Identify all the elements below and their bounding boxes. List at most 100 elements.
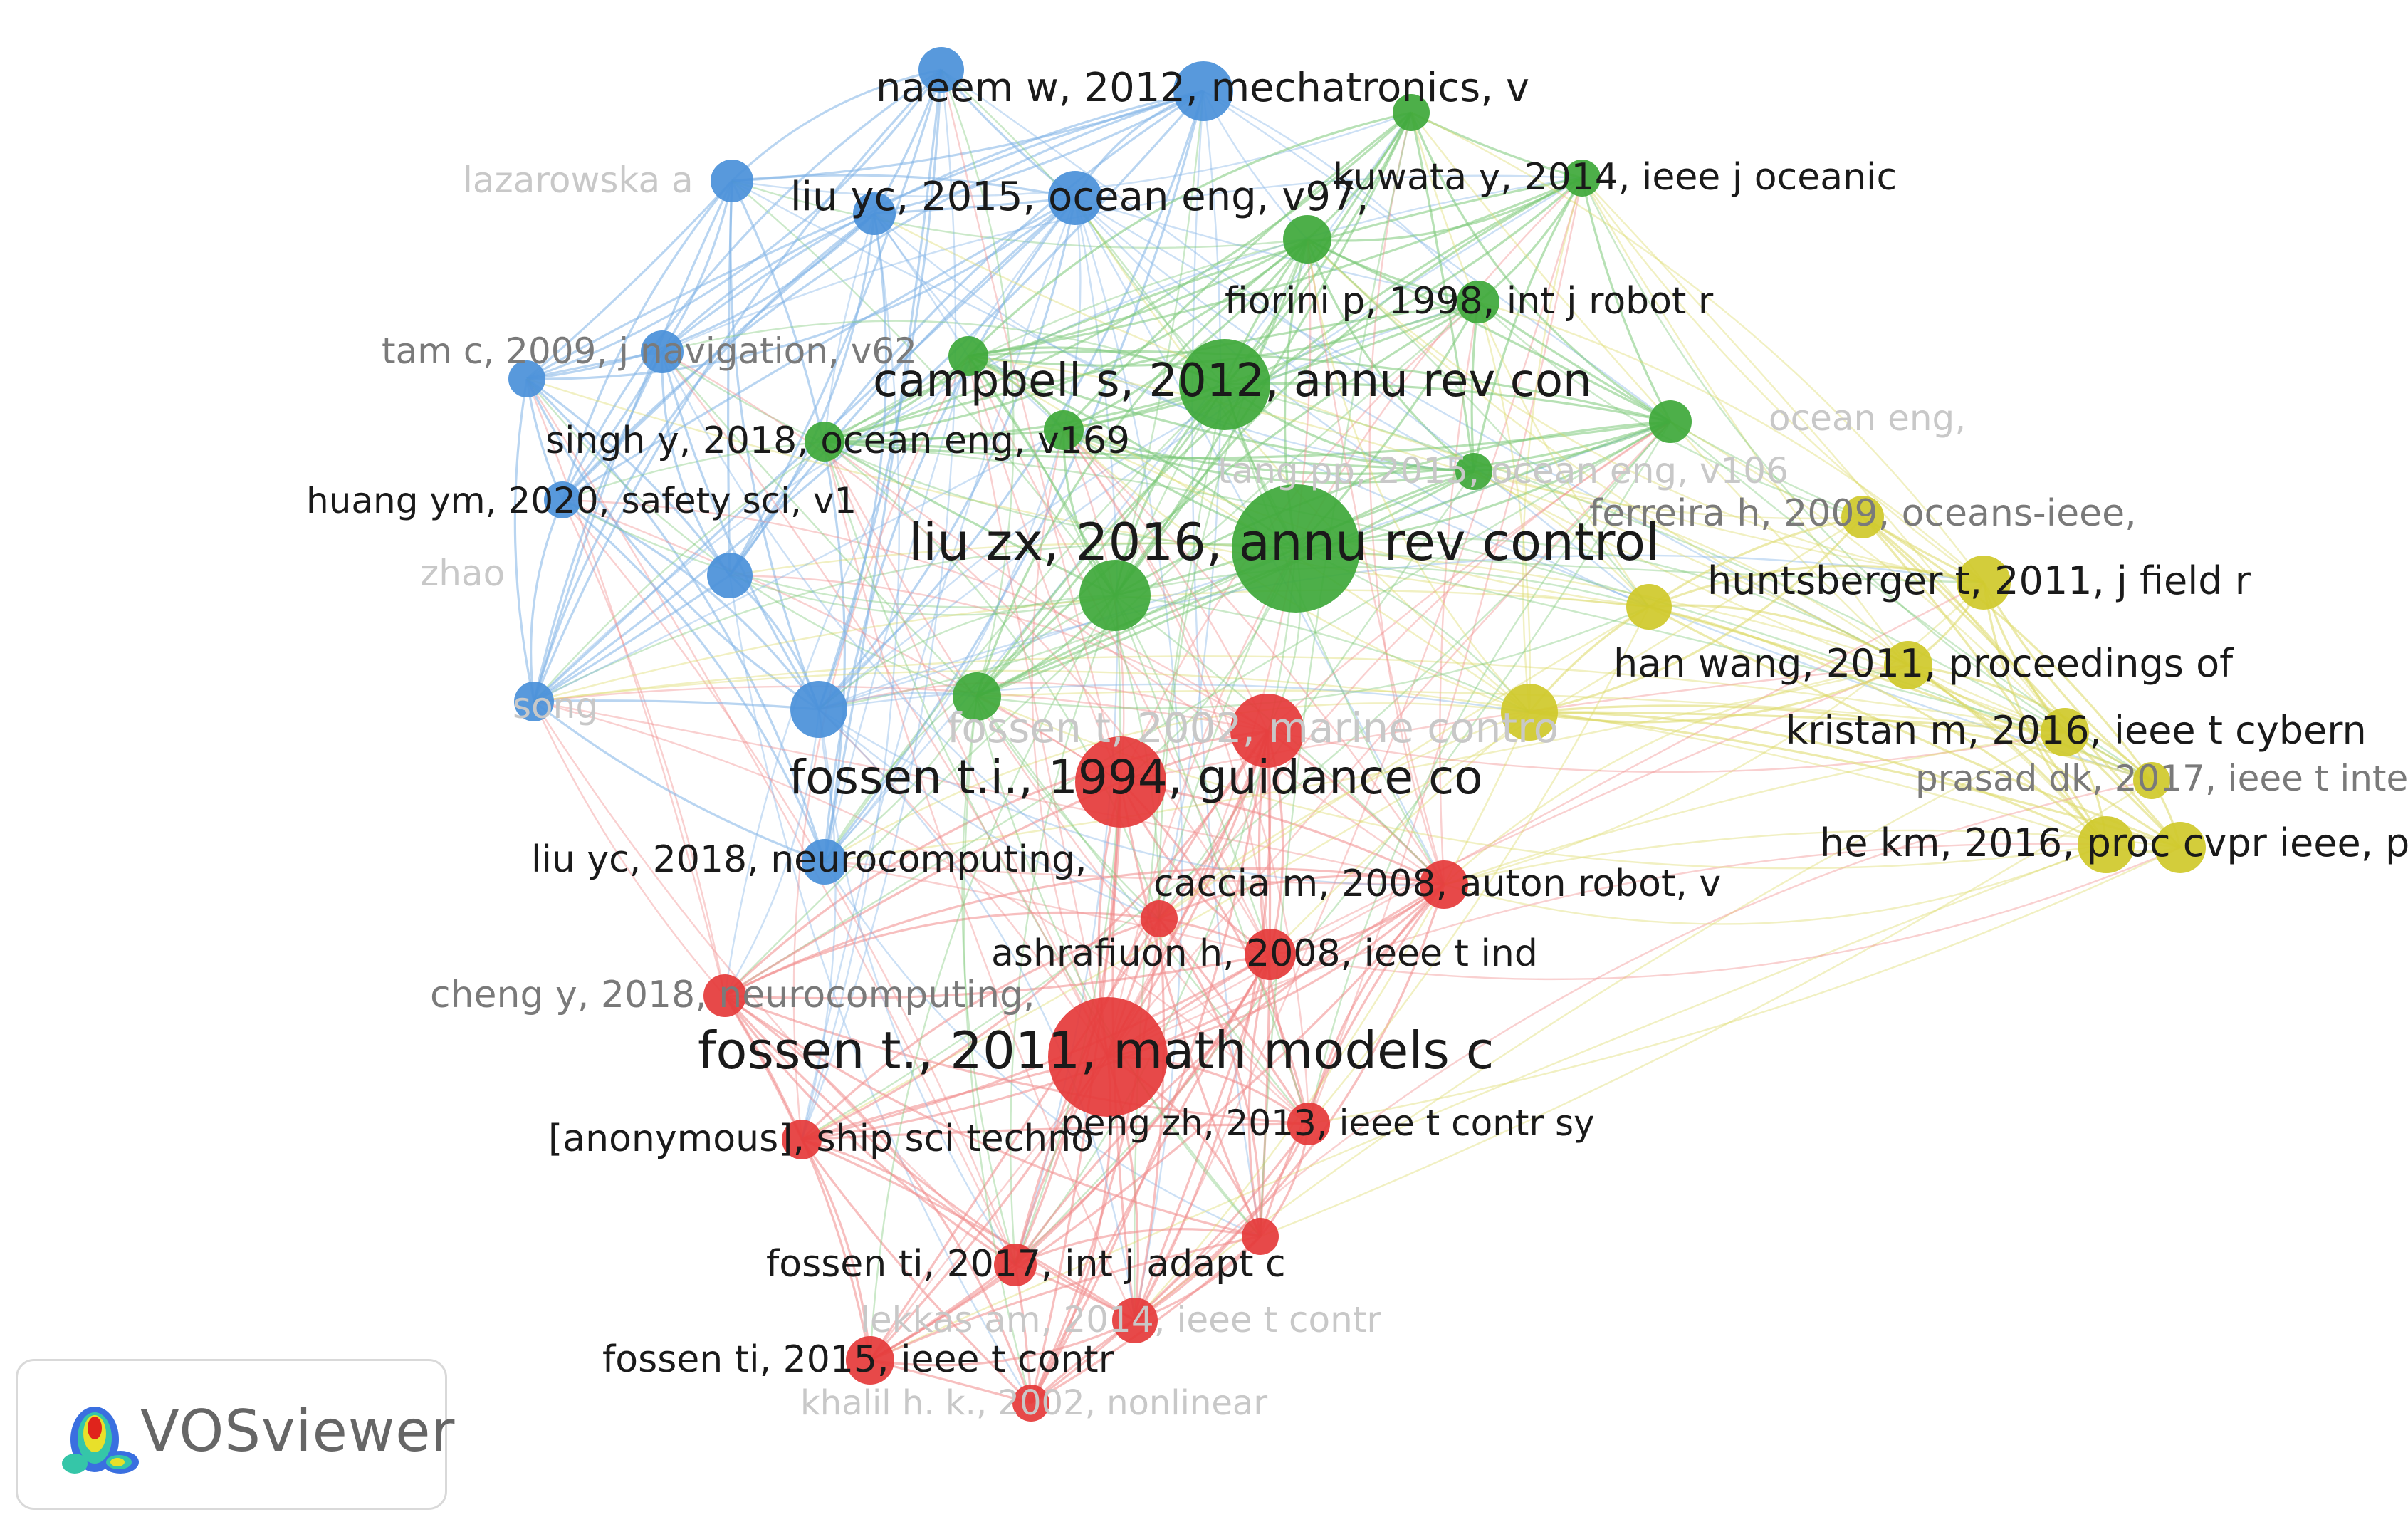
network-link: [967, 355, 1272, 955]
network-link: [1443, 843, 2107, 925]
node-fossen2002[interactable]: [1230, 694, 1304, 768]
network-link: [1063, 429, 1310, 1125]
network-link: [824, 301, 1479, 443]
network-link: [824, 238, 1309, 443]
network-link: [824, 441, 1161, 919]
network-link: [869, 1235, 1261, 1362]
network-link: [1581, 177, 1672, 422]
network-node[interactable]: [1626, 584, 1672, 630]
network-link: [800, 197, 1077, 1140]
node-pengzh[interactable]: [1287, 1103, 1330, 1145]
network-node[interactable]: [1393, 94, 1430, 131]
network-link: [976, 605, 1650, 709]
node-ashrafiuon[interactable]: [1245, 929, 1296, 980]
node-lazarowska[interactable]: [711, 160, 753, 202]
network-link: [1158, 917, 1310, 1125]
network-link: [661, 351, 820, 710]
node-song[interactable]: [514, 682, 554, 721]
network-link: [533, 700, 1309, 1125]
network-link: [800, 69, 957, 1140]
network-link: [963, 696, 1032, 1404]
network-node[interactable]: [641, 330, 684, 373]
network-link: [1295, 547, 1984, 584]
network-node[interactable]: [1079, 560, 1151, 631]
network-link: [724, 994, 1032, 1404]
node-fossen2015[interactable]: [846, 1336, 894, 1385]
network-link: [823, 197, 1077, 862]
network-link: [561, 499, 826, 862]
network-link: [562, 440, 825, 501]
node-chengy[interactable]: [703, 974, 746, 1017]
network-node[interactable]: [948, 336, 988, 376]
node-label-lazarowska: lazarowska a: [463, 160, 693, 201]
node-zhao[interactable]: [707, 553, 753, 598]
network-link: [1106, 420, 1671, 1058]
node-singhy[interactable]: [805, 422, 844, 462]
network-link: [1224, 383, 2066, 734]
network-node[interactable]: [2155, 822, 2206, 873]
node-label-caccia: caccia m, 2008, auton robot, v: [1153, 862, 1721, 905]
node-liuzx[interactable]: [1232, 484, 1360, 613]
network-link: [562, 499, 1121, 783]
network-link: [1410, 112, 1475, 472]
node-hanwang[interactable]: [1884, 641, 1932, 689]
network-link: [1074, 197, 1650, 608]
node-lekkas[interactable]: [1112, 1298, 1158, 1343]
node-liuyc2018[interactable]: [802, 839, 847, 885]
network-link: [801, 1138, 1017, 1266]
node-khalil[interactable]: [1012, 1385, 1049, 1422]
node-ferreira[interactable]: [1841, 496, 1884, 538]
node-label-khalil: khalil h. k., 2002, nonlinear: [800, 1383, 1267, 1423]
network-link: [1015, 1228, 1261, 1266]
node-campbell[interactable]: [1179, 339, 1270, 430]
node-tamc[interactable]: [508, 360, 545, 397]
network-node[interactable]: [853, 192, 896, 235]
network-link: [1114, 595, 1310, 1125]
network-link: [869, 918, 1161, 1361]
network-link: [1306, 239, 1445, 885]
network-link: [661, 351, 731, 576]
node-label-ferreira: ferreira h, 2009, oceans-ieee,: [1589, 492, 2137, 535]
network-node[interactable]: [1141, 900, 1178, 937]
network-link: [533, 238, 1308, 702]
node-kristan[interactable]: [2041, 708, 2089, 756]
node-hekm[interactable]: [2078, 816, 2135, 873]
network-link: [1158, 711, 1530, 919]
network-link: [1120, 781, 1445, 886]
node-fiorini[interactable]: [1457, 281, 1499, 323]
network-node[interactable]: [1242, 1218, 1279, 1255]
node-kuwata[interactable]: [1564, 160, 1601, 197]
network-link: [961, 696, 1017, 1266]
network-node[interactable]: [1283, 215, 1331, 264]
node-huangym[interactable]: [544, 481, 581, 518]
network-link: [941, 69, 1297, 549]
node-tangpp[interactable]: [1455, 453, 1492, 490]
network-node[interactable]: [790, 681, 847, 738]
network-node[interactable]: [1501, 684, 1558, 741]
network-link: [1063, 429, 1475, 484]
network-node[interactable]: [953, 672, 1001, 721]
network-link: [562, 499, 1268, 731]
network-link: [940, 69, 1122, 783]
network-link: [818, 708, 1445, 886]
node-liuyc2015[interactable]: [1048, 171, 1102, 225]
network-link: [801, 1122, 1309, 1141]
network-link: [818, 709, 1136, 1321]
node-label-fossen2017: fossen ti, 2017, int j adapt c: [766, 1243, 1286, 1286]
network-node[interactable]: [1044, 410, 1084, 450]
node-anonymous[interactable]: [782, 1120, 822, 1159]
node-fossen2017[interactable]: [994, 1244, 1037, 1286]
node-huntsberger[interactable]: [1957, 556, 2011, 610]
node-fossen1994[interactable]: [1075, 736, 1166, 828]
node-caccia[interactable]: [1420, 860, 1468, 909]
network-link: [824, 664, 1909, 863]
network-link: [731, 174, 1076, 199]
node-naeem[interactable]: [1173, 61, 1233, 121]
network-link: [1477, 301, 1671, 423]
network-link: [1529, 516, 1864, 714]
node-fossen2011[interactable]: [1048, 997, 1168, 1117]
network-link: [533, 197, 1077, 703]
node-prasad[interactable]: [2133, 762, 2170, 799]
network-node[interactable]: [918, 47, 964, 93]
node-oceaneng[interactable]: [1649, 400, 1692, 443]
